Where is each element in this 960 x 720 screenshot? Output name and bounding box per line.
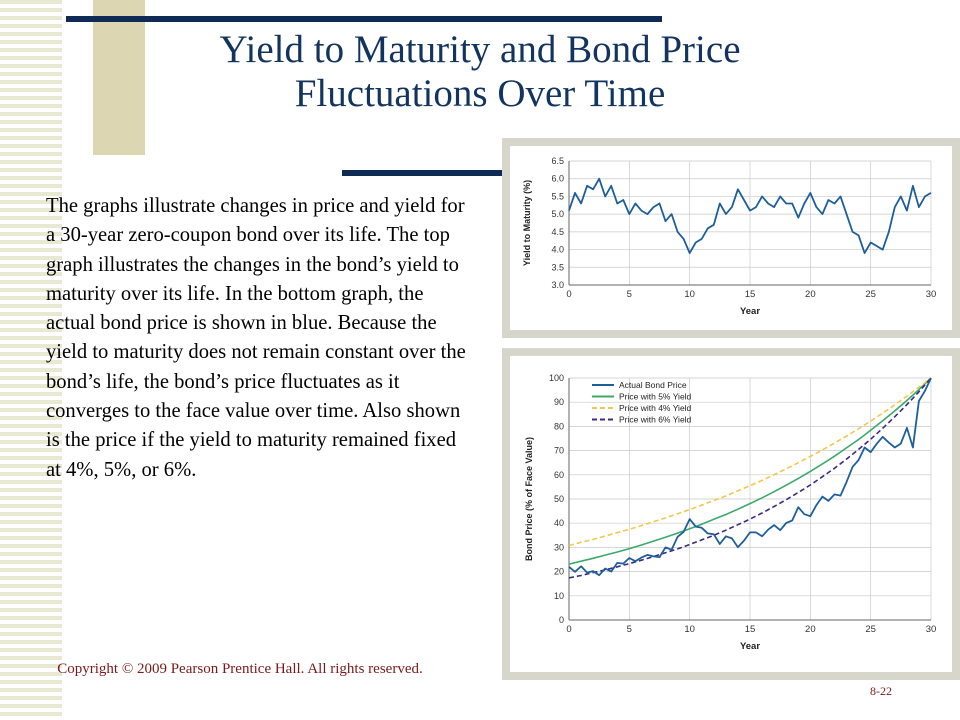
y-tick-label: 4.5 xyxy=(551,227,564,237)
y-tick-label: 6.0 xyxy=(551,174,564,184)
x-tick-label: 15 xyxy=(745,289,756,300)
legend-label: Price with 5% Yield xyxy=(619,392,692,402)
y-tick-label: 80 xyxy=(554,421,564,431)
y-tick-label: 20 xyxy=(554,567,564,577)
x-tick-label: 10 xyxy=(684,289,695,300)
y-tick-label: 3.0 xyxy=(551,280,564,290)
yield-chart-panel: 3.0 3.5 4.0 4.5 5.0 5.5 6.0 6.5 0 5 10 15 20 25 30 Year… xyxy=(502,138,960,338)
chart-background xyxy=(510,356,952,672)
y-tick-label: 90 xyxy=(554,397,564,407)
y-tick-label: 100 xyxy=(549,373,564,383)
title-top-rule xyxy=(66,16,662,22)
legend-label: Price with 4% Yield xyxy=(619,403,692,413)
x-tick-label: 25 xyxy=(865,289,876,300)
x-tick-label: 20 xyxy=(805,289,816,300)
slide-title-line-1: Yield to Maturity and Bond Price xyxy=(219,28,741,71)
x-tick-label: 0 xyxy=(566,624,571,635)
legend-label: Price with 6% Yield xyxy=(619,415,692,425)
y-tick-label: 0 xyxy=(559,615,564,625)
x-axis-label: Year xyxy=(740,306,760,317)
x-tick-label: 0 xyxy=(566,289,571,300)
slide-title: Yield to Maturity and Bond Price Fluctua… xyxy=(150,28,810,116)
decorative-tan-block xyxy=(93,0,145,155)
price-chart-panel: 0 10 20 30 40 50 60 70 80 90 100 0 5 10 15 20 25 30 Year Bo… xyxy=(502,348,960,680)
chart-background xyxy=(510,146,952,330)
page-number: 8-22 xyxy=(870,684,892,698)
legend-label: Actual Bond Price xyxy=(619,380,687,390)
x-tick-label: 5 xyxy=(627,624,632,635)
x-tick-label: 25 xyxy=(865,624,876,635)
y-tick-label: 50 xyxy=(554,494,564,504)
x-tick-label: 15 xyxy=(745,624,756,635)
y-axis-label: Yield to Maturity (%) xyxy=(522,180,532,266)
x-tick-label: 30 xyxy=(926,624,937,635)
x-tick-label: 10 xyxy=(684,624,695,635)
y-tick-label: 30 xyxy=(554,542,564,552)
y-tick-label: 40 xyxy=(554,518,564,528)
slide-title-line-2: Fluctuations Over Time xyxy=(294,72,666,115)
y-axis-label: Bond Price (% of Face Value) xyxy=(524,437,534,561)
y-tick-label: 5.0 xyxy=(551,209,564,219)
copyright-notice: Copyright © 2009 Pearson Prentice Hall. … xyxy=(57,661,423,677)
y-tick-label: 70 xyxy=(554,446,564,456)
y-tick-label: 4.0 xyxy=(551,245,564,255)
y-tick-label: 6.5 xyxy=(551,156,564,166)
x-axis-label: Year xyxy=(740,641,760,652)
x-tick-label: 5 xyxy=(627,289,632,300)
actual-bond-price-line xyxy=(568,377,932,577)
y-tick-label: 10 xyxy=(554,591,564,601)
yield-series-line xyxy=(568,177,932,254)
x-tick-label: 20 xyxy=(805,624,816,635)
yield-chart: 3.0 3.5 4.0 4.5 5.0 5.5 6.0 6.5 0 5 10 15 20 25 30 Year… xyxy=(510,146,952,330)
x-tick-label: 30 xyxy=(926,289,937,300)
title-bottom-rule xyxy=(342,170,502,176)
y-tick-label: 5.5 xyxy=(551,191,564,201)
slide-body-text: The graphs illustrate changes in price a… xyxy=(46,195,466,481)
y-tick-label: 3.5 xyxy=(551,262,564,272)
y-tick-label: 60 xyxy=(554,470,564,480)
price-5-percent-line xyxy=(568,377,932,565)
decorative-stripes xyxy=(0,0,62,720)
price-chart: 0 10 20 30 40 50 60 70 80 90 100 0 5 10 15 20 25 30 Year Bo… xyxy=(510,356,952,672)
